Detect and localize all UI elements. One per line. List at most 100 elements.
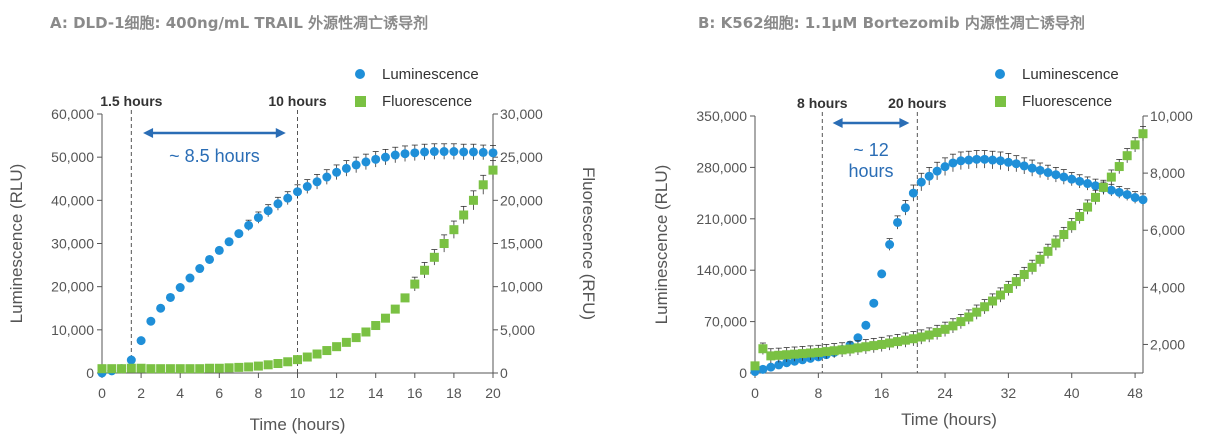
chart-a-fluorescence-point [351,333,361,343]
chart-a-luminescence-point [420,147,430,157]
chart-a-luminescence-point [478,147,488,157]
chart-b-fluorescence-point [869,341,879,351]
chart-a-fluorescence-point [205,363,215,373]
chart-a-x-tick-label: 18 [446,385,462,401]
chart-b-luminescence-point [758,364,768,374]
chart-b-fluorescence-point [885,338,895,348]
chart-b-luminescence-point [972,154,982,164]
chart-a-y2-tick-label: 5,000 [500,322,535,338]
chart-b-x-axis-label: Time (hours) [901,410,997,429]
chart-a-fluorescence-point [175,364,185,374]
chart-b-y2-tick-label: 6,000 [1150,222,1185,238]
chart-b-y-tick-label: 70,000 [704,314,747,330]
chart-a-fluorescence-point [273,359,283,369]
chart-b-luminescence-point [932,166,942,176]
chart-a-y-tick-label: 0 [86,365,94,381]
chart-a-fluorescence-point [165,364,175,374]
chart-a-fluorescence-point [390,304,400,314]
chart-a-fluorescence-point [439,239,449,248]
chart-a-fluorescence-point [117,364,127,374]
chart-a-y-tick-label: 10,000 [51,322,94,338]
chart-a-fluorescence-point [263,360,273,370]
chart-a-x-tick-label: 20 [485,385,501,401]
chart-a-luminescence-point [293,187,302,197]
chart-b-fluorescence-point [1059,230,1069,240]
chart-b-y2-tick-label: 10,000 [1150,108,1193,124]
chart-a-fluorescence-point [146,364,156,374]
chart-b-x-tick-label: 24 [937,385,953,401]
chart-b-luminescence-point [1075,176,1085,186]
chart-a-fluorescence-point [244,362,254,372]
chart-a-x-axis-label: Time (hours) [250,415,346,434]
chart-b-x-tick-label: 40 [1064,385,1080,401]
chart-b-fluorescence-point [1043,246,1053,256]
chart-b-luminescence-point [988,155,998,165]
chart-b-luminescence-point [1130,193,1140,203]
chart-b-fluorescence-point [948,321,958,331]
chart-b-fluorescence-point [798,349,808,359]
chart-b-luminescence-point [1059,172,1069,182]
chart-a-y2-tick-label: 30,000 [500,106,543,122]
chart-b-fluorescence-point [861,342,871,352]
chart-b-fluorescence-point [956,317,966,327]
chart-b-luminescence-point [940,162,950,172]
chart-b-luminescence-point [869,298,879,308]
chart-a-event-label: 10 hours [268,93,327,109]
chart-a-fluorescence-point [234,362,244,372]
chart-a-fluorescence-point [312,349,322,359]
chart-a-y2-tick-label: 20,000 [500,192,543,208]
chart-b-y2-tick-label: 4,000 [1150,279,1185,295]
chart-b-luminescence-point [908,188,918,198]
chart-a-span-arrowhead-left [143,128,154,138]
chart-b-fluorescence-point [853,343,863,353]
chart-b-span-arrowhead-left [832,118,843,128]
chart-b-luminescence-point [980,154,990,164]
chart-a: 0 10,000 20,000 30,000 40,000 50,000 60,000 0 5,… [7,66,598,434]
panel-b-title: B: K562细胞: 1.1μM Bortezomib 内源性凋亡诱导剂 [698,14,1085,32]
chart-b-span-arrowhead-right [899,118,910,128]
chart-b-x-tick-label: 16 [874,385,890,401]
chart-a-fluorescence-point [97,364,107,374]
chart-a-luminescence-point [302,182,312,192]
chart-b-luminescence-point [893,217,903,227]
chart-b-luminescence-point [1106,185,1116,195]
chart-a-fluorescence-point [136,363,146,373]
chart-b-luminescence-point [1011,159,1021,169]
chart-a-luminescence-point [253,213,263,223]
chart-b-fluorescence-point [805,348,815,358]
chart-a-fluorescence-point [332,342,342,352]
chart-a-fluorescence-point [429,252,439,262]
chart-b-fluorescence-point [774,350,784,360]
chart-a-fluorescence-point [488,165,498,175]
chart-b-luminescence-point [885,240,895,249]
chart-b-legend-luminescence-marker [995,69,1005,79]
chart-a-luminescence-point [205,254,215,264]
chart-a-fluorescence-point [156,364,166,374]
chart-a-x-tick-label: 0 [98,385,106,401]
chart-b-y-tick-label: 280,000 [696,159,747,175]
chart-a-fluorescence-point [449,225,459,235]
chart-a-luminescence-point [175,283,185,293]
chart-b-luminescence-point [1003,157,1013,167]
chart-b-fluorescence-point [1011,277,1021,287]
chart-a-y2-tick-label: 0 [500,365,508,381]
chart-a-fluorescence-point [371,321,381,331]
chart-a-y-tick-label: 40,000 [51,192,94,208]
chart-a-luminescence-point [322,172,332,182]
chart-b-fluorescence-point [940,324,950,334]
chart-a-legend-fluorescence-marker [355,96,366,107]
chart-b-luminescence-point [1138,195,1148,205]
chart-a-luminescence-point [195,264,205,274]
chart-a-luminescence-point [283,193,293,203]
chart-b-fluorescence-point [1027,262,1037,272]
chart-b-event-label: 20 hours [888,95,947,111]
chart-a-luminescence-point [273,199,283,209]
chart-a-x-tick-label: 8 [255,385,263,401]
chart-b-luminescence-point [1027,163,1037,173]
chart-a-fluorescence-point [224,363,234,373]
chart-a-fluorescence-point [420,265,430,275]
chart-b-y-tick-label: 350,000 [696,108,747,124]
chart-b-luminescence-point [1114,187,1124,197]
chart-b-span-label: ~ 12 hours [848,140,893,181]
